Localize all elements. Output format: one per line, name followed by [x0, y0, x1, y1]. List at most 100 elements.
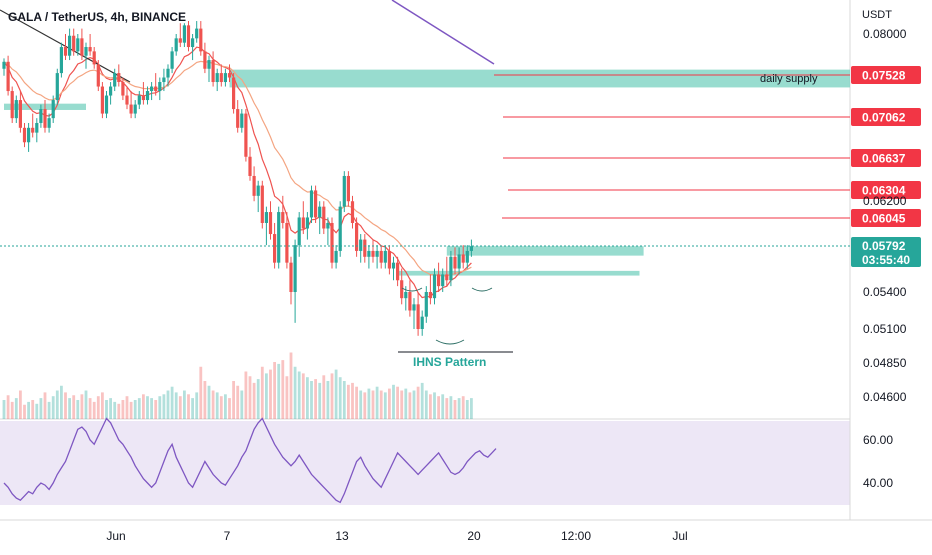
- candle-body[interactable]: [27, 127, 31, 143]
- candle-body[interactable]: [191, 38, 195, 48]
- candle-body[interactable]: [252, 175, 256, 196]
- candle-body[interactable]: [232, 77, 236, 110]
- candle-body[interactable]: [465, 250, 469, 263]
- candles[interactable]: [2, 21, 473, 336]
- candle-body[interactable]: [10, 91, 14, 119]
- candle-body[interactable]: [39, 109, 43, 123]
- candle-body[interactable]: [113, 73, 117, 87]
- candle-body[interactable]: [260, 185, 264, 223]
- candle-body[interactable]: [88, 47, 92, 52]
- candle-body[interactable]: [51, 100, 55, 119]
- candle-body[interactable]: [264, 212, 268, 223]
- candle-body[interactable]: [256, 185, 260, 196]
- candle-body[interactable]: [318, 206, 322, 218]
- candle-body[interactable]: [219, 73, 223, 83]
- candle-body[interactable]: [129, 104, 133, 114]
- candle-body[interactable]: [186, 25, 191, 48]
- candle-body[interactable]: [416, 304, 420, 329]
- candle-body[interactable]: [342, 175, 346, 207]
- candle-body[interactable]: [391, 262, 396, 269]
- candle-body[interactable]: [420, 316, 424, 329]
- candle-body[interactable]: [240, 113, 244, 128]
- candle-body[interactable]: [289, 262, 293, 292]
- candle-body[interactable]: [211, 60, 215, 83]
- candle-body[interactable]: [80, 38, 84, 56]
- candle-body[interactable]: [330, 222, 334, 263]
- candle-body[interactable]: [162, 77, 166, 83]
- candle-body[interactable]: [55, 73, 59, 101]
- candle-body[interactable]: [215, 73, 219, 83]
- candle-body[interactable]: [273, 234, 277, 263]
- candle-body[interactable]: [334, 250, 338, 263]
- candle-body[interactable]: [100, 86, 104, 114]
- candle-body[interactable]: [437, 274, 441, 287]
- candle-body[interactable]: [453, 256, 457, 269]
- candle-body[interactable]: [367, 250, 371, 257]
- candle-body[interactable]: [170, 51, 174, 69]
- candle-body[interactable]: [404, 292, 408, 299]
- candle-body[interactable]: [150, 86, 154, 92]
- candle-body[interactable]: [182, 25, 186, 43]
- candle-body[interactable]: [84, 47, 88, 56]
- candle-body[interactable]: [469, 246, 473, 251]
- candle-body[interactable]: [141, 95, 145, 101]
- candle-body[interactable]: [314, 190, 318, 218]
- candle-body[interactable]: [68, 35, 72, 56]
- candle-body[interactable]: [412, 304, 416, 311]
- candle-body[interactable]: [109, 86, 113, 96]
- candle-body[interactable]: [125, 95, 129, 105]
- candle-body[interactable]: [449, 256, 453, 281]
- candle-body[interactable]: [145, 91, 150, 101]
- candle-body[interactable]: [383, 250, 387, 263]
- candle-body[interactable]: [47, 118, 51, 128]
- candle-body[interactable]: [305, 217, 309, 229]
- candle-body[interactable]: [35, 122, 39, 133]
- candle-body[interactable]: [236, 109, 240, 128]
- candle-body[interactable]: [223, 73, 227, 83]
- candle-body[interactable]: [355, 222, 359, 251]
- candle-body[interactable]: [43, 109, 47, 128]
- candle-body[interactable]: [59, 47, 63, 74]
- candle-body[interactable]: [63, 47, 68, 56]
- candle-body[interactable]: [244, 113, 248, 157]
- candle-body[interactable]: [207, 60, 211, 69]
- candle-body[interactable]: [408, 292, 412, 311]
- candle-body[interactable]: [445, 274, 449, 281]
- candle-body[interactable]: [199, 28, 203, 52]
- candle-body[interactable]: [14, 100, 18, 119]
- candle-body[interactable]: [371, 250, 375, 257]
- candle-body[interactable]: [2, 61, 6, 69]
- candle-body[interactable]: [104, 95, 109, 114]
- candle-body[interactable]: [158, 82, 162, 92]
- candle-body[interactable]: [322, 206, 326, 229]
- candle-body[interactable]: [338, 206, 342, 251]
- candle-body[interactable]: [359, 239, 363, 251]
- candle-body[interactable]: [277, 212, 281, 263]
- candle-body[interactable]: [297, 217, 301, 246]
- candle-body[interactable]: [22, 127, 27, 143]
- candle-body[interactable]: [375, 250, 379, 257]
- candle-body[interactable]: [203, 51, 207, 69]
- candle-body[interactable]: [424, 292, 428, 317]
- candle-body[interactable]: [117, 73, 121, 83]
- candle-body[interactable]: [428, 292, 432, 299]
- candle-body[interactable]: [432, 274, 437, 299]
- candle-body[interactable]: [178, 38, 182, 43]
- candle-body[interactable]: [301, 217, 305, 229]
- candle-body[interactable]: [400, 280, 404, 299]
- candle-body[interactable]: [379, 250, 383, 263]
- candle-body[interactable]: [363, 239, 367, 257]
- candle-body[interactable]: [92, 51, 96, 65]
- candle-body[interactable]: [6, 61, 10, 92]
- candle-body[interactable]: [326, 222, 330, 229]
- candle-body[interactable]: [387, 250, 391, 269]
- candle-body[interactable]: [346, 175, 350, 202]
- candle-body[interactable]: [174, 38, 178, 52]
- candle-body[interactable]: [76, 38, 80, 52]
- candle-body[interactable]: [285, 222, 289, 263]
- candle-body[interactable]: [166, 68, 170, 78]
- candle-body[interactable]: [137, 95, 141, 105]
- candle-body[interactable]: [227, 73, 232, 78]
- candle-body[interactable]: [396, 262, 400, 281]
